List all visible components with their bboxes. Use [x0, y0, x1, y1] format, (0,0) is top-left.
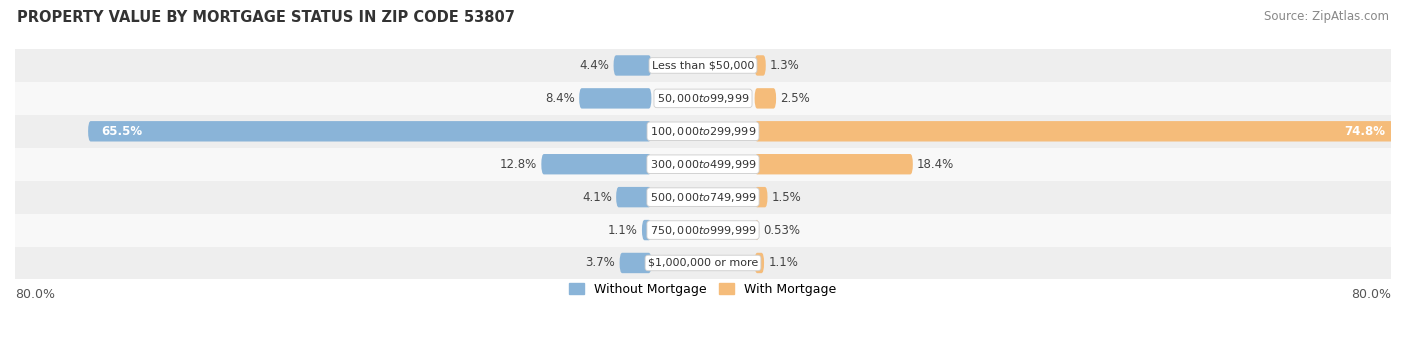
FancyBboxPatch shape: [755, 220, 759, 240]
Text: Less than $50,000: Less than $50,000: [652, 61, 754, 70]
Text: 65.5%: 65.5%: [101, 125, 142, 138]
FancyBboxPatch shape: [616, 187, 651, 207]
Bar: [15, 214, 1391, 246]
Bar: [15, 49, 1391, 82]
Bar: [15, 246, 1391, 279]
FancyBboxPatch shape: [643, 220, 651, 240]
FancyBboxPatch shape: [755, 55, 766, 76]
FancyBboxPatch shape: [755, 121, 1398, 141]
FancyBboxPatch shape: [613, 55, 651, 76]
Text: 1.1%: 1.1%: [607, 224, 638, 237]
Bar: [15, 82, 1391, 115]
FancyBboxPatch shape: [541, 154, 651, 174]
Text: 12.8%: 12.8%: [499, 158, 537, 171]
Text: 1.1%: 1.1%: [768, 256, 799, 270]
Text: $500,000 to $749,999: $500,000 to $749,999: [650, 191, 756, 204]
Text: $100,000 to $299,999: $100,000 to $299,999: [650, 125, 756, 138]
Text: $1,000,000 or more: $1,000,000 or more: [648, 258, 758, 268]
Text: 80.0%: 80.0%: [1351, 288, 1391, 301]
Legend: Without Mortgage, With Mortgage: Without Mortgage, With Mortgage: [564, 278, 842, 301]
Text: 74.8%: 74.8%: [1344, 125, 1385, 138]
Text: 1.3%: 1.3%: [770, 59, 800, 72]
FancyBboxPatch shape: [620, 253, 651, 273]
Text: Source: ZipAtlas.com: Source: ZipAtlas.com: [1264, 10, 1389, 23]
Text: 8.4%: 8.4%: [546, 92, 575, 105]
Text: 4.1%: 4.1%: [582, 191, 612, 204]
Bar: [15, 148, 1391, 181]
Text: $50,000 to $99,999: $50,000 to $99,999: [657, 92, 749, 105]
Text: 1.5%: 1.5%: [772, 191, 801, 204]
FancyBboxPatch shape: [755, 88, 776, 108]
FancyBboxPatch shape: [579, 88, 651, 108]
FancyBboxPatch shape: [755, 154, 912, 174]
Text: $750,000 to $999,999: $750,000 to $999,999: [650, 224, 756, 237]
FancyBboxPatch shape: [89, 121, 651, 141]
Text: PROPERTY VALUE BY MORTGAGE STATUS IN ZIP CODE 53807: PROPERTY VALUE BY MORTGAGE STATUS IN ZIP…: [17, 10, 515, 25]
Bar: [15, 115, 1391, 148]
FancyBboxPatch shape: [755, 187, 768, 207]
Text: $300,000 to $499,999: $300,000 to $499,999: [650, 158, 756, 171]
Text: 0.53%: 0.53%: [763, 224, 800, 237]
Bar: [15, 181, 1391, 214]
Text: 3.7%: 3.7%: [585, 256, 616, 270]
Text: 18.4%: 18.4%: [917, 158, 955, 171]
Text: 80.0%: 80.0%: [15, 288, 55, 301]
Text: 4.4%: 4.4%: [579, 59, 609, 72]
FancyBboxPatch shape: [755, 253, 763, 273]
Text: 2.5%: 2.5%: [780, 92, 810, 105]
